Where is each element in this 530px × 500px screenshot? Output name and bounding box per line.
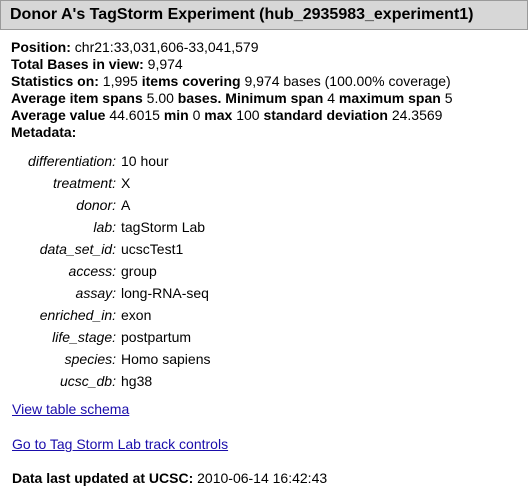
statistics-line: Statistics on: 1,995 items covering 9,97… (11, 73, 453, 90)
avg-span-unit: bases. (177, 90, 222, 106)
max-span-value: 5 (444, 90, 453, 106)
metadata-row: treatment: X (11, 172, 211, 194)
metadata-key: species: (64, 351, 116, 367)
sd-value: 24.3569 (391, 107, 443, 123)
metadata-row: life_stage: postpartum (11, 326, 211, 348)
last-updated-value: 2010-06-14 16:42:43 (197, 470, 328, 486)
span-line: Average item spans 5.00 bases. Minimum s… (11, 90, 453, 107)
metadata-row: species: Homo sapiens (11, 348, 211, 370)
metadata-label: Metadata: (11, 124, 77, 140)
track-controls-link[interactable]: Go to Tag Storm Lab track controls (12, 436, 229, 452)
metadata-key: treatment: (52, 175, 116, 191)
metadata-row: differentiation: 10 hour (11, 150, 211, 172)
max-value: 100 (236, 107, 260, 123)
metadata-heading: Metadata: (11, 124, 453, 141)
avg-value-value: 44.6015 (109, 107, 160, 123)
metadata-row: data_set_id: ucscTest1 (11, 238, 211, 260)
metadata-row: ucsc_db: hg38 (11, 370, 211, 392)
last-updated: Data last updated at UCSC: 2010-06-14 16… (12, 470, 327, 486)
stats-tail: bases (100.00% coverage) (283, 73, 451, 89)
avg-span-label: Average item spans (11, 90, 143, 106)
metadata-value: X (121, 175, 131, 191)
min-span-value: 4 (327, 90, 335, 106)
min-label: min (163, 107, 189, 123)
metadata-key: donor: (76, 197, 116, 213)
stats-items: 1,995 (102, 73, 138, 89)
metadata-key: differentiation: (28, 153, 116, 169)
avg-value-label: Average value (11, 107, 106, 123)
total-bases-line: Total Bases in view: 9,974 (11, 56, 453, 73)
metadata-value: long-RNA-seq (121, 285, 209, 301)
metadata-value: Homo sapiens (121, 351, 211, 367)
metadata-value: group (121, 263, 157, 279)
min-span-label: Minimum span (225, 90, 324, 106)
page-title: Donor A's TagStorm Experiment (hub_29359… (10, 6, 474, 23)
metadata-key: lab: (93, 219, 116, 235)
metadata-key: access: (68, 263, 116, 279)
max-span-label: maximum span (338, 90, 441, 106)
position-line: Position: chr21:33,031,606-33,041,579 (11, 39, 453, 56)
metadata-row: enriched_in: exon (11, 304, 211, 326)
title-bar: Donor A's TagStorm Experiment (hub_29359… (0, 0, 528, 30)
min-value: 0 (192, 107, 201, 123)
metadata-value: A (121, 197, 131, 213)
metadata-row: donor: A (11, 194, 211, 216)
metadata-row: lab: tagStorm Lab (11, 216, 211, 238)
metadata-key: assay: (75, 285, 116, 301)
metadata-value: postpartum (121, 329, 192, 345)
metadata-value: exon (121, 307, 152, 323)
stats-bases: 9,974 (244, 73, 280, 89)
stats-items-label: items covering (141, 73, 241, 89)
metadata-key: data_set_id: (39, 241, 116, 257)
metadata-key: enriched_in: (39, 307, 116, 323)
metadata-value: hg38 (121, 373, 153, 389)
last-updated-label: Data last updated at UCSC: (12, 470, 194, 486)
track-info: Position: chr21:33,031,606-33,041,579 To… (11, 39, 453, 141)
total-bases-label: Total Bases in view: (11, 56, 144, 72)
view-table-schema-link[interactable]: View table schema (12, 401, 130, 417)
metadata-key: ucsc_db: (59, 373, 116, 389)
total-bases-value: 9,974 (147, 56, 183, 72)
metadata-value: 10 hour (121, 153, 169, 169)
metadata-value: ucscTest1 (121, 241, 184, 257)
metadata-row: assay: long-RNA-seq (11, 282, 211, 304)
max-label: max (204, 107, 233, 123)
sd-label: standard deviation (263, 107, 388, 123)
metadata-value: tagStorm Lab (121, 219, 206, 235)
average-value-line: Average value 44.6015 min 0 max 100 stan… (11, 107, 453, 124)
avg-span-value: 5.00 (146, 90, 174, 106)
metadata-table: differentiation: 10 hour treatment: X do… (11, 150, 211, 392)
metadata-key: life_stage: (52, 329, 116, 345)
position-label: Position: (11, 39, 71, 55)
position-value: chr21:33,031,606-33,041,579 (74, 39, 259, 55)
metadata-row: access: group (11, 260, 211, 282)
stats-label: Statistics on: (11, 73, 99, 89)
